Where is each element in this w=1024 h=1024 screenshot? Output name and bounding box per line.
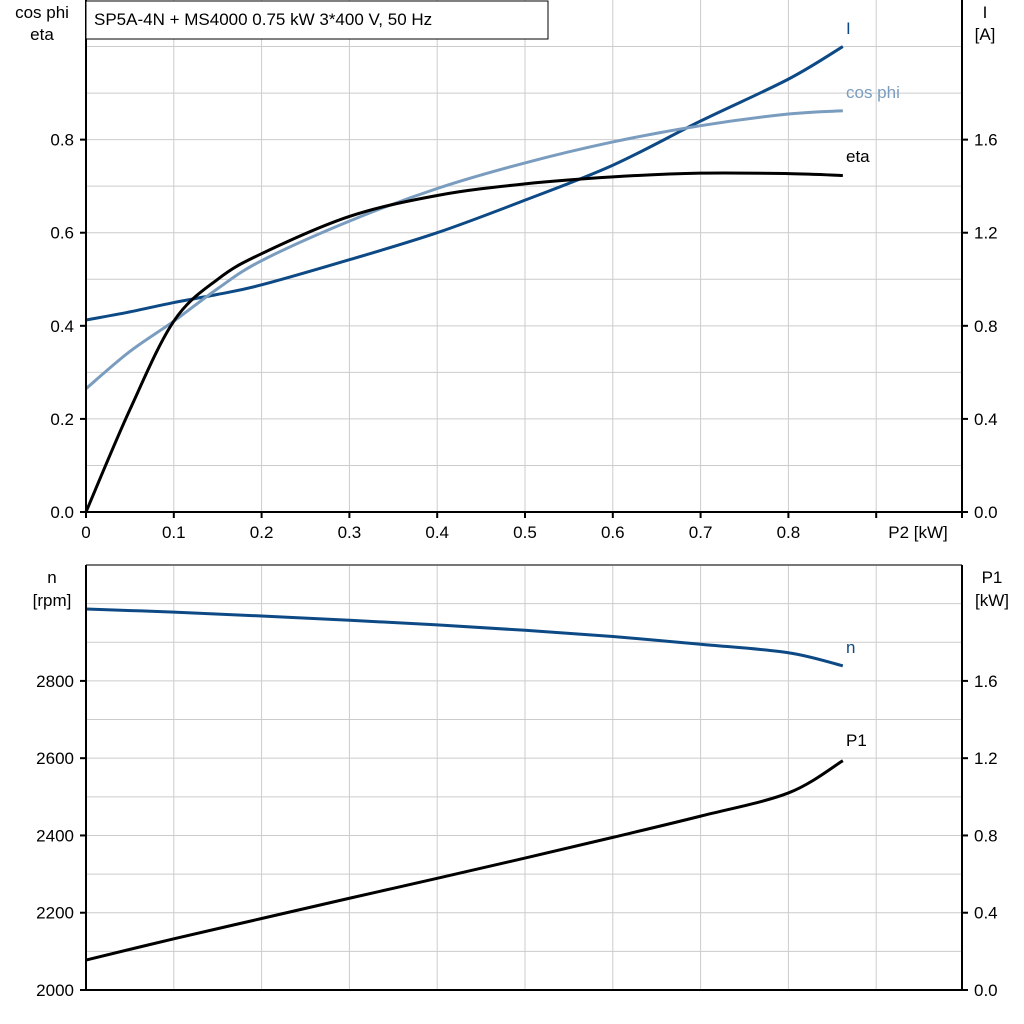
right-tick-label: 1.6 (974, 672, 998, 691)
title-box (85, 0, 549, 40)
right-tick-label: 0.0 (974, 503, 998, 522)
bottom-right-ylabel-2: [kW] (975, 591, 1009, 610)
x-tick-label: 0.1 (162, 523, 186, 542)
right-tick-label: 1.2 (974, 749, 998, 768)
series-line-cos-phi (85, 109, 843, 390)
top-right-ylabel-2: [A] (975, 25, 996, 44)
left-tick-label: 2600 (36, 749, 74, 768)
chart-title: SP5A-4N + MS4000 0.75 kW 3*400 V, 50 Hz (94, 10, 432, 29)
series-label-eta: eta (846, 147, 870, 166)
left-tick-label: 2400 (36, 826, 74, 845)
x-tick-label: 0 (81, 523, 90, 542)
right-tick-label: 0.4 (974, 410, 998, 429)
x-tick-label: 0.3 (338, 523, 362, 542)
x-tick-label: 0.6 (601, 523, 625, 542)
left-tick-label: 2800 (36, 672, 74, 691)
bottom-left-ylabel-2: [rpm] (33, 591, 72, 610)
series-label-cos-phi: cos phi (846, 83, 900, 102)
x-tick-label: 0.7 (689, 523, 713, 542)
top-right-ylabel-1: I (983, 3, 988, 22)
left-tick-label: 2000 (36, 981, 74, 1000)
left-tick-label: 0.6 (50, 224, 74, 243)
left-tick-label: 2200 (36, 904, 74, 923)
series-line-I (85, 45, 844, 322)
right-tick-label: 0.4 (974, 904, 998, 923)
right-tick-label: 0.8 (974, 317, 998, 336)
series-line-n (85, 607, 844, 668)
right-tick-label: 1.6 (974, 131, 998, 150)
left-tick-label: 0.0 (50, 503, 74, 522)
left-tick-label: 0.4 (50, 317, 74, 336)
right-tick-label: 0.8 (974, 826, 998, 845)
x-tick-label: 0.5 (513, 523, 537, 542)
x-tick-label: 0.8 (777, 523, 801, 542)
right-tick-label: 0.0 (974, 981, 998, 1000)
series-label-P1: P1 (846, 731, 867, 750)
top-xlabel: P2 [kW] (888, 523, 948, 542)
series-label-I: I (846, 19, 851, 38)
right-tick-label: 1.2 (974, 224, 998, 243)
series-line-P1 (85, 759, 844, 962)
left-tick-label: 0.2 (50, 410, 74, 429)
series-line-eta (84, 171, 843, 513)
series-label-n: n (846, 638, 855, 657)
x-tick-label: 0.4 (425, 523, 449, 542)
x-tick-label: 0.2 (250, 523, 274, 542)
top-left-ylabel-2: eta (30, 25, 54, 44)
bottom-left-ylabel-1: n (47, 568, 56, 587)
bottom-right-ylabel-1: P1 (982, 568, 1003, 587)
left-tick-label: 0.8 (50, 131, 74, 150)
top-left-ylabel-1: cos phi (15, 3, 69, 22)
